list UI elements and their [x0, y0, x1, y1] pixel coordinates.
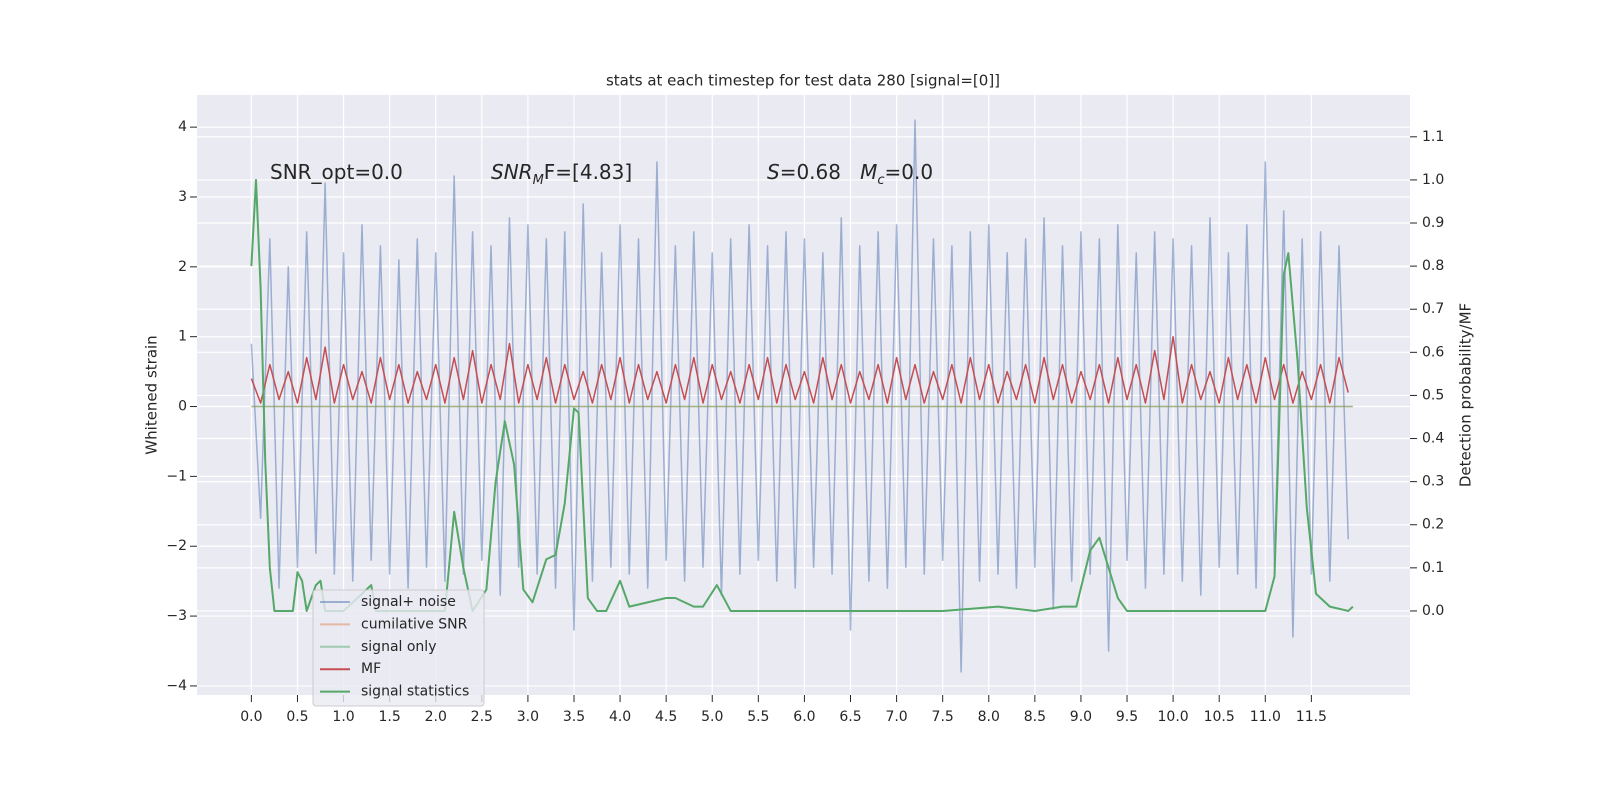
- y2-tick-label: 0.3: [1422, 474, 1444, 490]
- x-tick-label: 5.5: [747, 709, 769, 725]
- y-tick-label: −4: [166, 678, 187, 694]
- annotation-part: c: [877, 173, 884, 188]
- x-tick-label: 4.0: [609, 709, 631, 725]
- x-tick-label: 2.5: [471, 709, 493, 725]
- y-tick-label: 2: [178, 259, 187, 275]
- x-tick-label: 9.0: [1070, 709, 1092, 725]
- y2-tick-label: 1.1: [1422, 129, 1444, 145]
- x-tick-label: 2.0: [425, 709, 447, 725]
- legend-label: MF: [361, 661, 381, 677]
- y2-tick-label: 0.0: [1422, 603, 1444, 619]
- x-tick-label: 10.0: [1158, 709, 1189, 725]
- annotation-part: S: [767, 160, 780, 184]
- x-tick-label: 0.5: [286, 709, 308, 725]
- legend-label: cumilative SNR: [361, 616, 468, 632]
- annotation-part: SNR: [491, 160, 533, 184]
- series-line: [250, 119, 1349, 673]
- y2-tick-label: 0.5: [1422, 387, 1444, 403]
- x-tick-label: 7.5: [932, 709, 954, 725]
- annotation: S=0.68 Mc=0.0: [767, 160, 933, 189]
- x-tick-label: 6.5: [839, 709, 861, 725]
- y-tick-label: 0: [178, 399, 187, 415]
- y2-tick-label: 1.0: [1422, 172, 1444, 188]
- x-tick-label: 7.0: [885, 709, 907, 725]
- annotation-part: F=[4.83]: [544, 160, 632, 184]
- legend-label: signal statistics: [361, 684, 469, 700]
- x-tick-label: 11.5: [1296, 709, 1327, 725]
- y2-tick-label: 0.7: [1422, 301, 1444, 317]
- chart-title: stats at each timestep for test data 280…: [606, 72, 1000, 90]
- y2-tick-label: 0.2: [1422, 517, 1444, 533]
- x-tick-label: 3.0: [517, 709, 539, 725]
- y2-tick-label: 0.1: [1422, 560, 1444, 576]
- x-tick-label: 11.0: [1250, 709, 1281, 725]
- annotation: SNR_opt=0.0: [270, 160, 403, 184]
- x-tick-label: 10.5: [1204, 709, 1235, 725]
- annotation-part: SNR_opt=0.0: [270, 160, 403, 184]
- x-tick-label: 0.0: [240, 709, 262, 725]
- x-tick-label: 9.5: [1116, 709, 1138, 725]
- legend-label: signal only: [361, 639, 436, 655]
- y-tick-label: 4: [178, 119, 187, 135]
- y-axis-label: Whitened strain: [143, 335, 161, 454]
- annotation-part: =0.0: [885, 160, 934, 184]
- y2-tick-label: 0.9: [1422, 215, 1444, 231]
- x-tick-label: 8.5: [1024, 709, 1046, 725]
- annotation-part: M: [533, 173, 544, 188]
- annotation-part: M: [860, 160, 877, 184]
- x-tick-label: 4.5: [655, 709, 677, 725]
- x-tick-label: 3.5: [563, 709, 585, 725]
- y2-tick-label: 0.8: [1422, 258, 1444, 274]
- legend-label: signal+ noise: [361, 594, 456, 610]
- series-line: [250, 178, 1354, 612]
- y-tick-label: −2: [166, 538, 187, 554]
- y-tick-label: −1: [166, 468, 187, 484]
- y2-tick-label: 0.4: [1422, 431, 1444, 447]
- x-tick-label: 1.5: [379, 709, 401, 725]
- y-tick-label: 3: [178, 189, 187, 205]
- x-tick-label: 1.0: [332, 709, 354, 725]
- y2-axis-label: Detection probability/MF: [1457, 303, 1475, 487]
- x-tick-label: 8.0: [978, 709, 1000, 725]
- series-line: [250, 335, 1349, 404]
- y-tick-label: −3: [166, 608, 187, 624]
- x-tick-label: 6.0: [793, 709, 815, 725]
- annotation: SNRMF=[4.83]: [491, 160, 632, 189]
- x-tick-label: 5.0: [701, 709, 723, 725]
- legend-box: [312, 589, 485, 707]
- y-tick-label: 1: [178, 329, 187, 345]
- y2-tick-label: 0.6: [1422, 344, 1444, 360]
- annotation-part: =0.68: [780, 160, 860, 184]
